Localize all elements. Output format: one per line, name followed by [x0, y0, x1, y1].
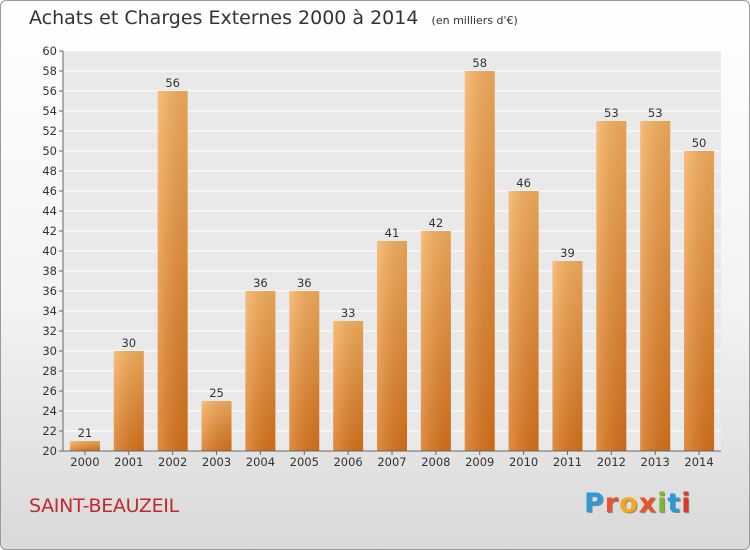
bar-shade	[596, 121, 627, 451]
bar-shade	[552, 261, 583, 451]
proxiti-logo: Proxiti	[584, 488, 692, 519]
y-tick-label: 42	[42, 224, 57, 238]
x-tick-label: 2006	[333, 455, 362, 469]
bar-value-label: 46	[516, 176, 531, 190]
bars	[69, 71, 715, 451]
bar-shade	[113, 351, 144, 451]
y-tick-label: 30	[42, 344, 57, 358]
bar-shade	[69, 441, 100, 451]
x-tick-label: 2009	[465, 455, 494, 469]
y-tick-label: 28	[42, 364, 57, 378]
y-tick-label: 22	[42, 424, 57, 438]
x-tick-label: 2005	[290, 455, 319, 469]
bar-shade	[333, 321, 364, 451]
y-tick-label: 38	[42, 264, 57, 278]
bar-value-label: 56	[165, 76, 180, 90]
y-tick-label: 46	[42, 184, 57, 198]
bar-value-label: 58	[472, 56, 487, 70]
y-tick-label: 20	[42, 444, 57, 458]
x-tick-label: 2004	[246, 455, 275, 469]
y-tick-label: 26	[42, 384, 57, 398]
bar-value-label: 36	[253, 276, 268, 290]
logo-letter: r	[604, 488, 620, 519]
bar-shade	[201, 401, 232, 451]
bar-shade	[640, 121, 671, 451]
y-tick-label: 32	[42, 324, 57, 338]
y-tick-label: 24	[42, 404, 57, 418]
bar-value-label: 53	[648, 106, 663, 120]
logo-letter: P	[584, 488, 605, 519]
y-tick-label: 60	[42, 44, 57, 58]
x-tick-label: 2008	[421, 455, 450, 469]
x-tick-label: 2003	[202, 455, 231, 469]
y-tick-label: 50	[42, 144, 57, 158]
bar-value-label: 39	[560, 246, 575, 260]
bar-value-labels: 21 30 56 25 36 36 33 41 42 58 46 39 53 53 50	[78, 56, 707, 440]
x-tick-label: 2014	[684, 455, 713, 469]
bar-shade	[289, 291, 320, 451]
x-tick-label: 2007	[377, 455, 406, 469]
x-tick-label: 2002	[158, 455, 187, 469]
commune-name: SAINT-BEAUZEIL	[29, 495, 179, 517]
chart-title: Achats et Charges Externes 2000 à 2014	[29, 7, 419, 29]
bar-shade	[464, 71, 495, 451]
y-tick-label: 58	[42, 64, 57, 78]
bar-value-label: 53	[604, 106, 619, 120]
title-block: Achats et Charges Externes 2000 à 2014 (…	[29, 7, 518, 29]
logo-letter: i	[657, 488, 668, 519]
y-tick-label: 54	[42, 104, 57, 118]
bar-shade	[157, 91, 188, 451]
bar-shade	[508, 191, 539, 451]
y-tick-label: 44	[42, 204, 57, 218]
x-tick-label: 2000	[70, 455, 99, 469]
y-axis: 20 22 24 26 28 30 32 34 36 38 40 42 44 46 48 50 52 54 56 58…	[42, 44, 64, 458]
logo-letter: t	[667, 488, 682, 519]
x-tick-label: 2011	[553, 455, 582, 469]
bar-shade	[245, 291, 276, 451]
logo-letter: x	[638, 488, 658, 519]
x-tick-label: 2012	[597, 455, 626, 469]
bar-value-label: 33	[341, 306, 356, 320]
bar-value-label: 25	[209, 386, 224, 400]
bar-shade	[377, 241, 407, 451]
bar-shade	[420, 231, 451, 451]
chart-unit: (en milliers d'€)	[431, 14, 518, 27]
x-tick-label: 2013	[641, 455, 670, 469]
logo-letter: o	[619, 488, 639, 519]
bar-value-label: 36	[297, 276, 312, 290]
x-tick-label: 2001	[114, 455, 143, 469]
logo-letter: i	[681, 488, 692, 519]
bar-value-label: 42	[429, 216, 444, 230]
y-tick-label: 36	[42, 284, 57, 298]
y-tick-label: 34	[42, 304, 57, 318]
bar-value-label: 50	[692, 136, 707, 150]
bar-value-label: 41	[385, 226, 400, 240]
y-tick-label: 52	[42, 124, 57, 138]
bar-value-label: 30	[121, 336, 136, 350]
y-tick-label: 48	[42, 164, 57, 178]
y-tick-label: 56	[42, 84, 57, 98]
bar-value-label: 21	[78, 426, 93, 440]
y-tick-label: 40	[42, 244, 57, 258]
x-axis: 2000 2001 2002 2003 2004 2005 2006 2007 2008 2009…	[63, 450, 721, 469]
x-tick-label: 2010	[509, 455, 538, 469]
bar-shade	[684, 151, 715, 451]
